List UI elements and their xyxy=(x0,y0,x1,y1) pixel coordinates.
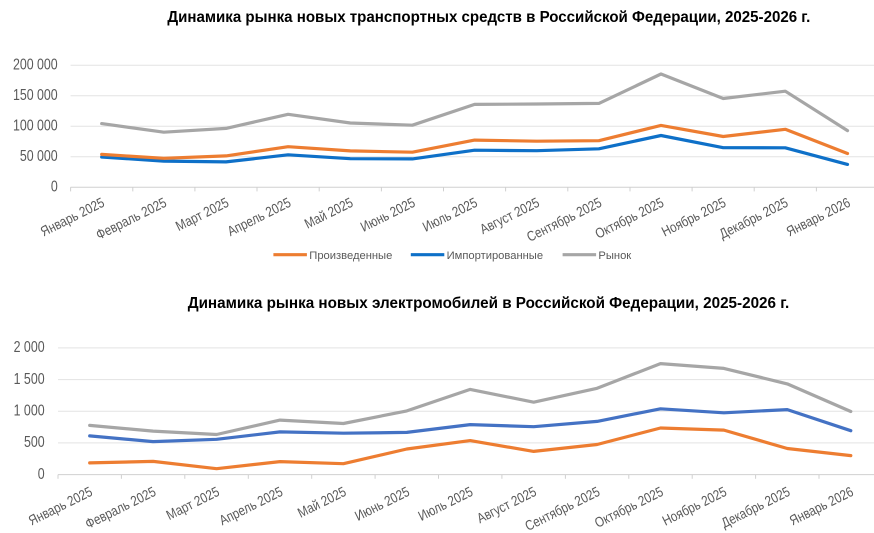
svg-text:200 000: 200 000 xyxy=(13,55,58,73)
svg-text:1 500: 1 500 xyxy=(14,370,45,388)
svg-text:1 000: 1 000 xyxy=(14,401,45,419)
svg-text:Импортированные: Импортированные xyxy=(447,250,543,262)
svg-text:0: 0 xyxy=(38,465,45,483)
svg-text:50 000: 50 000 xyxy=(20,147,58,165)
svg-text:500: 500 xyxy=(24,433,45,451)
svg-text:Динамика рынка новых транспорт: Динамика рынка новых транспортных средст… xyxy=(167,9,810,26)
svg-text:Рынок: Рынок xyxy=(598,250,631,262)
svg-text:2 000: 2 000 xyxy=(14,338,45,356)
svg-text:Динамика рынка новых электромо: Динамика рынка новых электромобилей в Ро… xyxy=(188,295,790,312)
svg-text:150 000: 150 000 xyxy=(13,86,58,104)
svg-text:100 000: 100 000 xyxy=(13,116,58,134)
svg-text:Произведенные: Произведенные xyxy=(309,250,392,262)
svg-text:0: 0 xyxy=(51,177,58,195)
